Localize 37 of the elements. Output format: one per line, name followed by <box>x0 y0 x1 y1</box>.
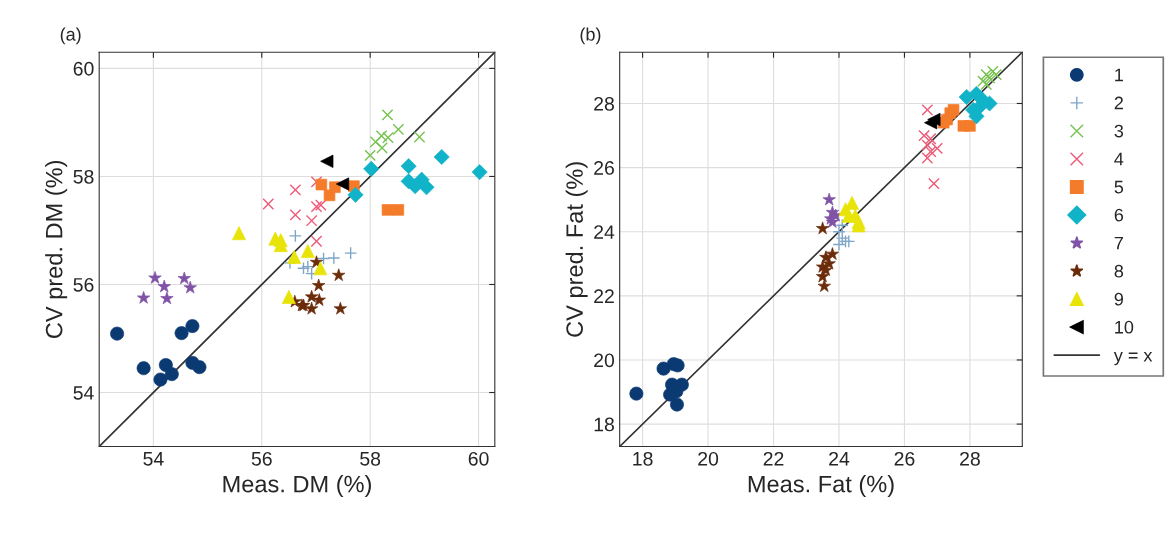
legend-label: 4 <box>1114 152 1124 166</box>
legend-label: 2 <box>1114 96 1123 110</box>
legend-label: 10 <box>1115 320 1134 334</box>
x-tick-label: 26 <box>894 451 915 466</box>
x-tick-label: 58 <box>360 451 381 466</box>
y-tick-label: 58 <box>73 169 94 184</box>
y-tick-label: 54 <box>73 386 94 400</box>
x-tick-label: 22 <box>763 451 784 466</box>
x-axis-title: Meas. Fat (%) <box>748 475 894 498</box>
x-tick-label: 56 <box>251 451 272 466</box>
y-tick-label: 20 <box>594 353 615 368</box>
legend-label: 3 <box>1114 124 1124 138</box>
legend-label: 1 <box>1115 68 1123 82</box>
legend-label: 7 <box>1114 236 1123 250</box>
y-axis-title: CV pred. Fat (%) <box>565 162 588 337</box>
chart-title: (a) <box>60 27 81 45</box>
x-tick-label: 60 <box>468 451 489 466</box>
legend-label: y = x <box>1113 351 1153 366</box>
legend-label: 8 <box>1114 264 1124 278</box>
y-axis-title: CV pred. DM (%) <box>45 160 68 339</box>
legend-label: 6 <box>1114 208 1124 222</box>
y-tick-label: 22 <box>594 289 614 303</box>
x-tick-label: 24 <box>829 451 850 466</box>
y-tick-label: 24 <box>594 225 615 239</box>
y-tick-label: 18 <box>594 417 614 432</box>
legend-label: 9 <box>1114 292 1123 306</box>
y-tick-label: 56 <box>73 277 94 292</box>
x-tick-label: 18 <box>633 451 653 466</box>
legend-label: 5 <box>1114 180 1124 194</box>
chart-title: (b) <box>580 27 601 45</box>
y-tick-label: 28 <box>594 96 614 111</box>
x-axis-title: Meas. DM (%) <box>223 475 371 498</box>
x-tick-label: 20 <box>698 451 719 466</box>
x-tick-label: 28 <box>960 451 980 466</box>
y-tick-label: 60 <box>73 61 94 76</box>
y-tick-label: 26 <box>594 161 614 175</box>
x-tick-label: 54 <box>143 452 164 466</box>
